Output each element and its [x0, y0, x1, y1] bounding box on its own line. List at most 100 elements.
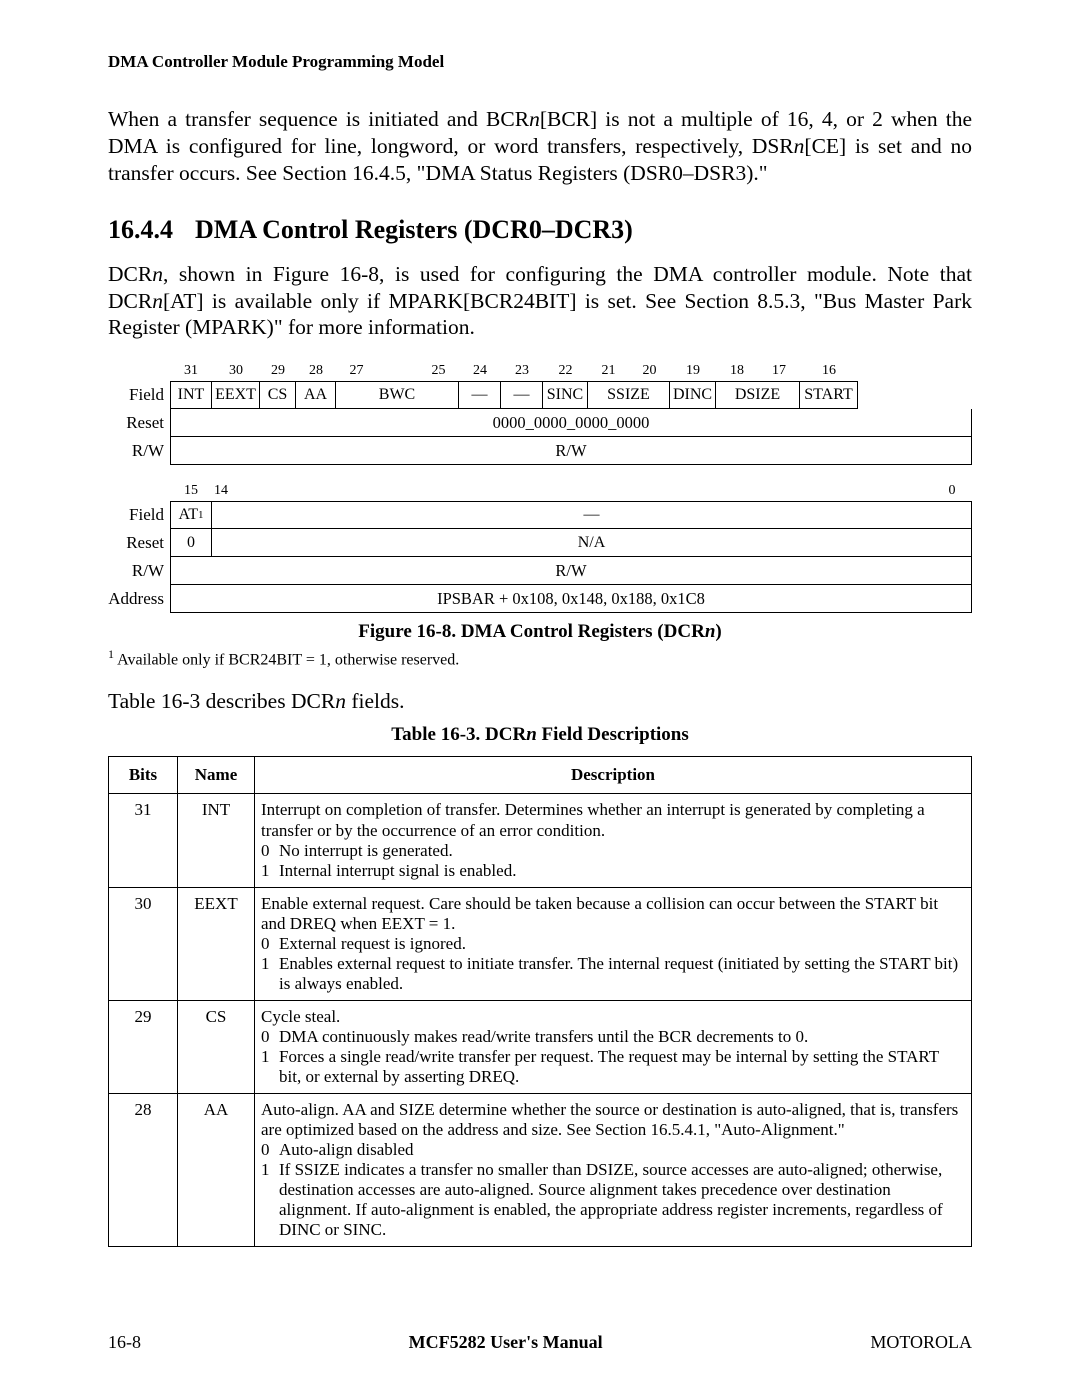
- table-intro: Table 16-3 describes DCRn fields.: [108, 688, 972, 715]
- reg-top-rw: R/W: [170, 437, 972, 465]
- bitnum: 29: [260, 359, 296, 381]
- table-row: 30EEXTEnable external request. Care shou…: [109, 887, 972, 1000]
- n-italic-3: n: [152, 262, 163, 286]
- n-italic-4: n: [152, 289, 163, 313]
- th-desc: Description: [255, 757, 972, 794]
- reg-bot-rw: R/W: [170, 557, 972, 585]
- cell-bits: 30: [109, 887, 178, 1000]
- desc-option: 0Auto-align disabled: [261, 1140, 965, 1160]
- cell-name: AA: [178, 1094, 255, 1247]
- reg-top-resetrow: Reset 0000_0000_0000_0000: [108, 409, 972, 437]
- reg-top-rwrow: R/W R/W: [108, 437, 972, 465]
- bitnum: 17: [758, 359, 800, 381]
- desc-option: 0No interrupt is generated.: [261, 841, 965, 861]
- reg-blank-label2: [108, 479, 170, 501]
- table-row: 28AAAuto-align. AA and SIZE determine wh…: [109, 1094, 972, 1247]
- bitnum: 24: [459, 359, 501, 381]
- reg-label-field: Field: [108, 381, 170, 409]
- reg-field-dash: —: [212, 501, 972, 529]
- reg-bot-rwrow: R/W R/W: [108, 557, 972, 585]
- figure-footnote: 1 Available only if BCR24BIT = 1, otherw…: [108, 647, 972, 669]
- opt-text: Enables external request to initiate tra…: [279, 954, 965, 994]
- reg-field-cell: SSIZE: [588, 381, 670, 409]
- reg-field-cell: AA: [296, 381, 336, 409]
- table-row: 29CSCycle steal.0DMA continuously makes …: [109, 1000, 972, 1093]
- section-title: DMA Control Registers (DCR0–DCR3): [195, 215, 633, 244]
- reg-label-reset2: Reset: [108, 529, 170, 557]
- reg-field-cell: —: [501, 381, 543, 409]
- reg-field-cell: INT: [170, 381, 212, 409]
- bitnum: 25: [418, 359, 459, 381]
- reg-label-field2: Field: [108, 501, 170, 529]
- opt-text: Forces a single read/write transfer per …: [279, 1047, 965, 1087]
- bitnum: 19: [670, 359, 716, 381]
- reg-field-cell: DSIZE: [716, 381, 800, 409]
- opt-text: If SSIZE indicates a transfer no smaller…: [279, 1160, 965, 1240]
- reg-bot-fieldrow: Field AT 1 —: [108, 501, 972, 529]
- desc-lead: Auto-align. AA and SIZE determine whethe…: [261, 1100, 965, 1140]
- opt-text: No interrupt is generated.: [279, 841, 965, 861]
- cell-bits: 28: [109, 1094, 178, 1247]
- reg-label-reset: Reset: [108, 409, 170, 437]
- cell-desc: Interrupt on completion of transfer. Det…: [255, 794, 972, 887]
- reg-bot-bitrow: 15 14 0: [108, 479, 972, 501]
- reg-top-reset: 0000_0000_0000_0000: [170, 409, 972, 437]
- table-header-row: Bits Name Description: [109, 757, 972, 794]
- reg-addr-row: Address IPSBAR + 0x108, 0x148, 0x188, 0x…: [108, 585, 972, 613]
- reg-top-fields: INTEEXTCSAABWC——SINCSSIZEDINCDSIZESTART: [170, 381, 972, 409]
- reg-field-cell: CS: [260, 381, 296, 409]
- desc-option: 0DMA continuously makes read/write trans…: [261, 1027, 965, 1047]
- bitnum: 23: [501, 359, 543, 381]
- reg-bot-resetrow: Reset 0 N/A: [108, 529, 972, 557]
- reg-field-at-sup: 1: [198, 509, 204, 521]
- tbl-cap-b: Field Descriptions: [537, 724, 689, 745]
- bitnum: 28: [296, 359, 336, 381]
- opt-num: 0: [261, 1027, 279, 1047]
- reg-field-at-text: AT: [178, 506, 198, 524]
- opt-num: 1: [261, 1047, 279, 1087]
- opt-num: 1: [261, 1160, 279, 1240]
- reg-field-at: AT 1: [170, 501, 212, 529]
- table-caption: Table 16-3. DCRn Field Descriptions: [108, 724, 972, 746]
- field-description-table: Bits Name Description 31INTInterrupt on …: [108, 756, 972, 1247]
- reg-bot-fields: AT 1 —: [170, 501, 972, 529]
- n-italic-5: n: [335, 689, 346, 713]
- page: DMA Controller Module Programming Model …: [0, 0, 1080, 1397]
- reg-field-cell: START: [800, 381, 858, 409]
- cell-name: EEXT: [178, 887, 255, 1000]
- cell-bits: 31: [109, 794, 178, 887]
- cell-desc: Enable external request. Care should be …: [255, 887, 972, 1000]
- fig-cap-a: Figure 16-8. DMA Control Registers (DCR: [358, 621, 705, 642]
- reg-field-cell: EEXT: [212, 381, 260, 409]
- opt-text: Internal interrupt signal is enabled.: [279, 861, 965, 881]
- p3-b: fields.: [346, 689, 405, 713]
- bitnum: 21: [588, 359, 629, 381]
- reg-label-rw: R/W: [108, 437, 170, 465]
- desc-option: 0External request is ignored.: [261, 934, 965, 954]
- bitnum-14: 14: [212, 479, 262, 501]
- bitnum: 27: [336, 359, 377, 381]
- bitnum: 16: [800, 359, 858, 381]
- reg-top-bitnums: 313029282725242322212019181716: [170, 359, 972, 381]
- intro-p1-a: When a transfer sequence is initiated an…: [108, 107, 529, 131]
- desc-option: 1If SSIZE indicates a transfer no smalle…: [261, 1160, 965, 1240]
- n-italic-2: n: [794, 134, 805, 158]
- cell-name: CS: [178, 1000, 255, 1093]
- opt-text: External request is ignored.: [279, 934, 965, 954]
- opt-num: 0: [261, 841, 279, 861]
- opt-text: Auto-align disabled: [279, 1140, 965, 1160]
- reg-bot-bitnums: 15 14 0: [170, 479, 972, 501]
- bitnum: 22: [543, 359, 588, 381]
- opt-num: 1: [261, 954, 279, 994]
- opt-num: 0: [261, 1140, 279, 1160]
- footer-right: MOTOROLA: [870, 1332, 972, 1353]
- opt-num: 1: [261, 861, 279, 881]
- bitnum-0: 0: [932, 479, 972, 501]
- reg-bot-reset-right: N/A: [212, 529, 972, 557]
- desc-option: 1Enables external request to initiate tr…: [261, 954, 965, 994]
- reg-blank-label: [108, 359, 170, 381]
- opt-text: DMA continuously makes read/write transf…: [279, 1027, 965, 1047]
- desc-option: 1Forces a single read/write transfer per…: [261, 1047, 965, 1087]
- reg-bot-reset-left: 0: [170, 529, 212, 557]
- footnote-text: Available only if BCR24BIT = 1, otherwis…: [114, 652, 459, 669]
